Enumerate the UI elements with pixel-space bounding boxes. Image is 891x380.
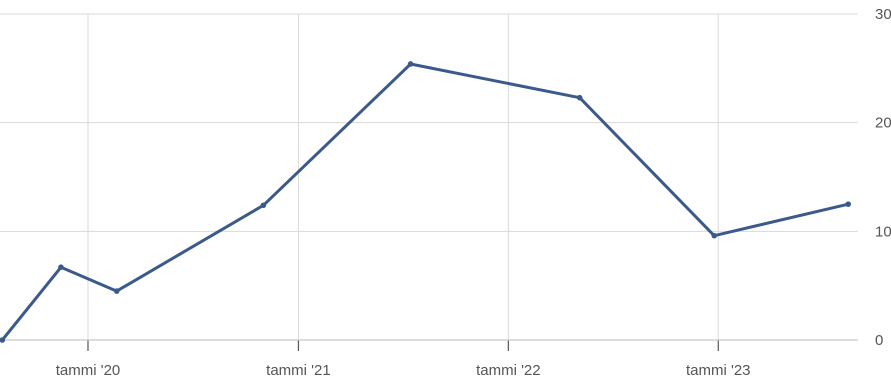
series-line <box>0 62 850 342</box>
data-point[interactable] <box>407 61 414 67</box>
data-point[interactable] <box>58 264 64 270</box>
y-tick-label: 20 <box>875 115 891 132</box>
data-point[interactable] <box>711 232 718 239</box>
y-tick-label: 0 <box>875 332 883 349</box>
series-layer <box>0 61 852 343</box>
data-point[interactable] <box>260 202 267 209</box>
grid <box>0 13 858 340</box>
data-point[interactable] <box>845 201 852 207</box>
data-point[interactable] <box>113 288 120 294</box>
x-axis: tammi '20 tammi '21 tammi '22 tammi '23 <box>0 339 858 379</box>
y-tick-label: 10 <box>875 223 891 240</box>
data-point[interactable] <box>0 337 6 343</box>
x-tick-label: tammi '21 <box>266 362 331 379</box>
x-tick-label: tammi '20 <box>56 362 121 379</box>
x-tick-label: tammi '23 <box>686 362 751 379</box>
data-point[interactable] <box>576 94 583 101</box>
y-axis: 0 10 20 30 <box>875 6 891 349</box>
x-tick-label: tammi '22 <box>476 362 541 379</box>
y-tick-label: 30 <box>875 6 891 23</box>
